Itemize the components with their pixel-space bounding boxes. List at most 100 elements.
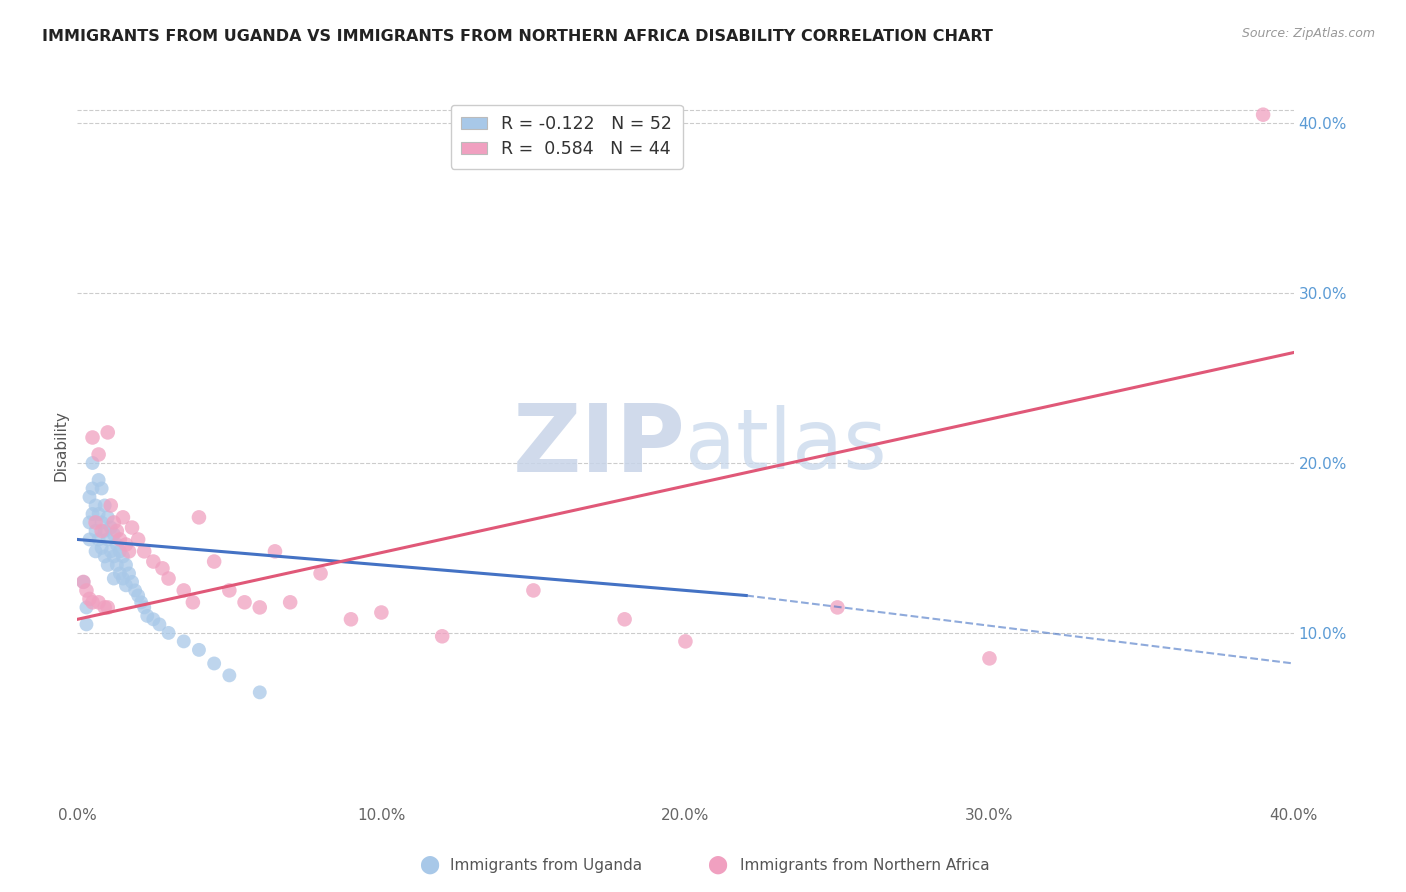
Point xyxy=(675,634,697,648)
Point xyxy=(93,600,115,615)
Point xyxy=(75,583,97,598)
Point xyxy=(105,558,128,572)
Point xyxy=(136,608,159,623)
Point xyxy=(87,448,110,462)
Point xyxy=(82,456,104,470)
Point xyxy=(90,524,112,538)
Point xyxy=(84,516,107,530)
Point xyxy=(82,482,104,496)
Point xyxy=(115,578,138,592)
Point xyxy=(90,482,112,496)
Point xyxy=(134,544,156,558)
Point xyxy=(264,544,287,558)
Point xyxy=(79,591,101,606)
Point xyxy=(105,537,128,551)
Point xyxy=(142,612,165,626)
Point xyxy=(121,520,143,534)
Text: atlas: atlas xyxy=(686,406,887,486)
Point xyxy=(115,558,138,572)
Point xyxy=(79,516,101,530)
Point xyxy=(233,595,256,609)
Point xyxy=(100,499,122,513)
Point xyxy=(111,572,134,586)
Point xyxy=(127,589,149,603)
Point xyxy=(82,507,104,521)
Text: Source: ZipAtlas.com: Source: ZipAtlas.com xyxy=(1241,27,1375,40)
Point xyxy=(84,544,107,558)
Point xyxy=(249,600,271,615)
Point xyxy=(84,524,107,538)
Point xyxy=(79,490,101,504)
Point xyxy=(522,583,544,598)
Point xyxy=(157,626,180,640)
Point xyxy=(218,668,240,682)
Text: Immigrants from Uganda: Immigrants from Uganda xyxy=(450,858,643,872)
Point xyxy=(97,558,120,572)
Point xyxy=(82,595,104,609)
Point xyxy=(432,629,454,643)
Point xyxy=(75,600,97,615)
Point xyxy=(100,544,122,558)
Point xyxy=(108,566,131,581)
Point xyxy=(202,555,225,569)
Point xyxy=(249,685,271,699)
Point xyxy=(90,541,112,555)
Point xyxy=(108,533,131,547)
Text: ZIP: ZIP xyxy=(513,400,686,492)
Point xyxy=(827,600,849,615)
Legend: R = -0.122   N = 52, R =  0.584   N = 44: R = -0.122 N = 52, R = 0.584 N = 44 xyxy=(451,105,682,169)
Point xyxy=(103,527,125,541)
Point xyxy=(134,600,156,615)
Text: Immigrants from Northern Africa: Immigrants from Northern Africa xyxy=(740,858,990,872)
Point xyxy=(72,574,94,589)
Point xyxy=(79,533,101,547)
Point xyxy=(129,595,152,609)
Point xyxy=(87,595,110,609)
Point xyxy=(127,533,149,547)
Point xyxy=(82,430,104,444)
Point xyxy=(103,516,125,530)
Point xyxy=(173,583,195,598)
Text: IMMIGRANTS FROM UGANDA VS IMMIGRANTS FROM NORTHERN AFRICA DISABILITY CORRELATION: IMMIGRANTS FROM UGANDA VS IMMIGRANTS FRO… xyxy=(42,29,993,44)
Point xyxy=(93,499,115,513)
Point xyxy=(72,574,94,589)
Text: ⬤: ⬤ xyxy=(707,856,727,874)
Point xyxy=(115,537,138,551)
Point xyxy=(202,657,225,671)
Point xyxy=(100,520,122,534)
Point xyxy=(97,533,120,547)
Point xyxy=(84,499,107,513)
Point xyxy=(97,600,120,615)
Point xyxy=(75,617,97,632)
Point xyxy=(87,473,110,487)
Point xyxy=(278,595,301,609)
Point xyxy=(93,524,115,538)
Point xyxy=(309,566,332,581)
Point xyxy=(340,612,363,626)
Point xyxy=(103,572,125,586)
Point xyxy=(111,510,134,524)
Y-axis label: Disability: Disability xyxy=(53,410,69,482)
Point xyxy=(93,549,115,564)
Point xyxy=(111,549,134,564)
Point xyxy=(121,574,143,589)
Point xyxy=(105,524,128,538)
Point xyxy=(90,516,112,530)
Point xyxy=(97,510,120,524)
Point xyxy=(118,566,141,581)
Point xyxy=(103,549,125,564)
Point xyxy=(173,634,195,648)
Point xyxy=(152,561,174,575)
Point xyxy=(188,643,211,657)
Point xyxy=(97,425,120,440)
Point xyxy=(108,544,131,558)
Point xyxy=(124,583,146,598)
Text: ⬤: ⬤ xyxy=(419,856,439,874)
Point xyxy=(148,617,170,632)
Point xyxy=(370,606,392,620)
Point xyxy=(613,612,636,626)
Point xyxy=(218,583,240,598)
Point xyxy=(188,510,211,524)
Point xyxy=(87,507,110,521)
Point xyxy=(181,595,204,609)
